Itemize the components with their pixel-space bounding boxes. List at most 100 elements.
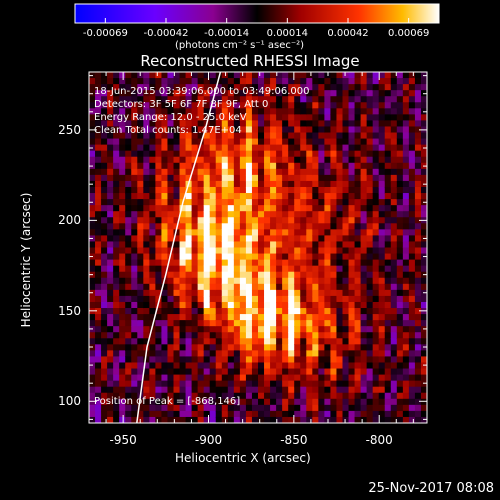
heatmap-cell	[137, 380, 144, 388]
heatmap-cell	[137, 259, 144, 267]
heatmap-cell	[324, 90, 332, 97]
heatmap-cell	[155, 102, 163, 109]
heatmap-cell	[95, 205, 102, 212]
heatmap-cell	[282, 241, 289, 249]
heatmap-cell	[233, 90, 241, 97]
heatmap-cell	[215, 102, 223, 109]
heatmap-cell	[173, 217, 181, 224]
heatmap-cell	[294, 398, 301, 406]
heatmap-cell	[354, 314, 362, 321]
heatmap-cell	[233, 283, 241, 291]
heatmap-cell	[366, 356, 374, 364]
heatmap-cell	[258, 120, 265, 128]
heatmap-cell	[161, 271, 169, 279]
heatmap-cell	[95, 211, 102, 218]
heatmap-cell	[215, 126, 223, 134]
heatmap-cell	[179, 259, 187, 267]
heatmap-cell	[264, 211, 271, 218]
heatmap-cell	[342, 90, 350, 97]
heatmap-cell	[288, 259, 295, 267]
heatmap-cell	[294, 138, 301, 146]
heatmap-cell	[282, 96, 289, 103]
heatmap-cell	[155, 193, 163, 200]
heatmap-cell	[258, 277, 265, 285]
heatmap-cell	[390, 150, 398, 158]
heatmap-cell	[167, 90, 175, 97]
heatmap-cell	[348, 301, 356, 309]
heatmap-cell	[420, 138, 427, 146]
heatmap-cell	[402, 277, 410, 285]
heatmap-cell	[330, 126, 338, 134]
heatmap-cell	[179, 308, 187, 315]
heatmap-cell	[245, 247, 253, 255]
heatmap-cell	[276, 356, 283, 364]
heatmap-cell	[143, 308, 150, 315]
heatmap-cell	[125, 350, 132, 358]
heatmap-cell	[203, 314, 211, 321]
heatmap-cell	[221, 283, 229, 291]
heatmap-cell	[155, 356, 163, 364]
heatmap-cell	[300, 356, 307, 364]
heatmap-cell	[185, 301, 193, 309]
heatmap-cell	[276, 144, 283, 152]
heatmap-cell	[155, 126, 163, 134]
heatmap-cell	[245, 235, 253, 243]
heatmap-cell	[245, 174, 253, 182]
heatmap-cell	[420, 344, 427, 351]
heatmap-cell	[288, 132, 295, 140]
heatmap-cell	[107, 374, 114, 382]
heatmap-cell	[173, 368, 181, 376]
heatmap-cell	[251, 416, 259, 423]
heatmap-cell	[372, 362, 380, 370]
heatmap-cell	[245, 380, 253, 388]
heatmap-cell	[185, 90, 193, 97]
heatmap-cell	[239, 404, 247, 412]
heatmap-cell	[179, 326, 187, 333]
heatmap-cell	[107, 368, 114, 376]
heatmap-cell	[227, 223, 235, 230]
heatmap-cell	[197, 126, 205, 134]
heatmap-cell	[276, 416, 283, 423]
heatmap-cell	[137, 295, 144, 303]
heatmap-cell	[372, 162, 380, 170]
heatmap-cell	[227, 380, 235, 388]
heatmap-cell	[185, 332, 193, 339]
heatmap-cell	[137, 332, 144, 339]
heatmap-cell	[215, 205, 223, 212]
heatmap-cell	[336, 350, 344, 358]
heatmap-cell	[270, 132, 277, 140]
heatmap-cell	[131, 247, 138, 255]
heatmap-cell	[312, 199, 319, 206]
heatmap-cell	[420, 168, 427, 176]
heatmap-cell	[420, 150, 427, 158]
heatmap-cell	[167, 144, 175, 152]
heatmap-cell	[125, 217, 132, 224]
heatmap-cell	[167, 211, 175, 218]
heatmap-cell	[312, 374, 319, 382]
heatmap-cell	[197, 150, 205, 158]
heatmap-cell	[197, 84, 205, 91]
heatmap-cell	[348, 404, 356, 412]
heatmap-cell	[270, 235, 277, 243]
heatmap-cell	[414, 380, 422, 388]
heatmap-cell	[402, 338, 410, 345]
heatmap-cell	[330, 211, 338, 218]
heatmap-cell	[233, 126, 241, 134]
heatmap-cell	[161, 235, 169, 243]
heatmap-cell	[420, 84, 427, 91]
heatmap-cell	[101, 265, 108, 273]
heatmap-cell	[396, 126, 404, 134]
heatmap-cell	[312, 180, 319, 188]
heatmap-cell	[288, 386, 295, 394]
heatmap-cell	[143, 72, 150, 79]
heatmap-cell	[95, 416, 102, 423]
heatmap-cell	[197, 416, 205, 423]
heatmap-cell	[239, 223, 247, 230]
heatmap-cell	[227, 96, 235, 103]
heatmap-cell	[95, 368, 102, 376]
heatmap-cell	[348, 392, 356, 400]
heatmap-cell	[143, 126, 150, 134]
heatmap-cell	[336, 78, 344, 85]
heatmap-cell	[89, 295, 96, 303]
heatmap-cell	[342, 344, 350, 351]
